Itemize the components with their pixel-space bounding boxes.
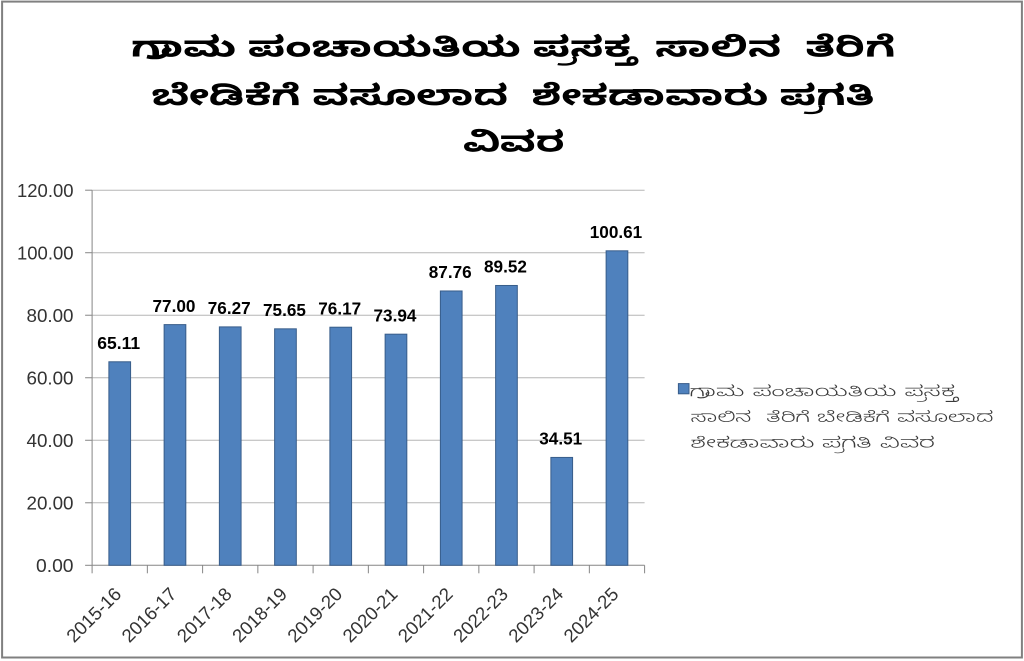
svg-text:87.76: 87.76 (429, 262, 472, 282)
svg-text:120.00: 120.00 (17, 180, 74, 201)
svg-text:100.61: 100.61 (590, 222, 643, 242)
svg-text:73.94: 73.94 (374, 305, 417, 325)
svg-text:34.51: 34.51 (539, 429, 582, 449)
svg-text:76.17: 76.17 (318, 298, 361, 318)
svg-text:75.65: 75.65 (263, 300, 306, 320)
svg-text:65.11: 65.11 (97, 333, 140, 353)
svg-text:77.00: 77.00 (153, 296, 196, 316)
svg-text:100.00: 100.00 (17, 242, 74, 263)
svg-text:60.00: 60.00 (27, 367, 74, 388)
svg-text:76.27: 76.27 (208, 298, 251, 318)
svg-text:80.00: 80.00 (27, 305, 74, 326)
svg-text:89.52: 89.52 (484, 257, 527, 277)
svg-text:0.00: 0.00 (36, 555, 74, 576)
svg-text:20.00: 20.00 (27, 492, 74, 513)
svg-text:40.00: 40.00 (27, 430, 74, 451)
